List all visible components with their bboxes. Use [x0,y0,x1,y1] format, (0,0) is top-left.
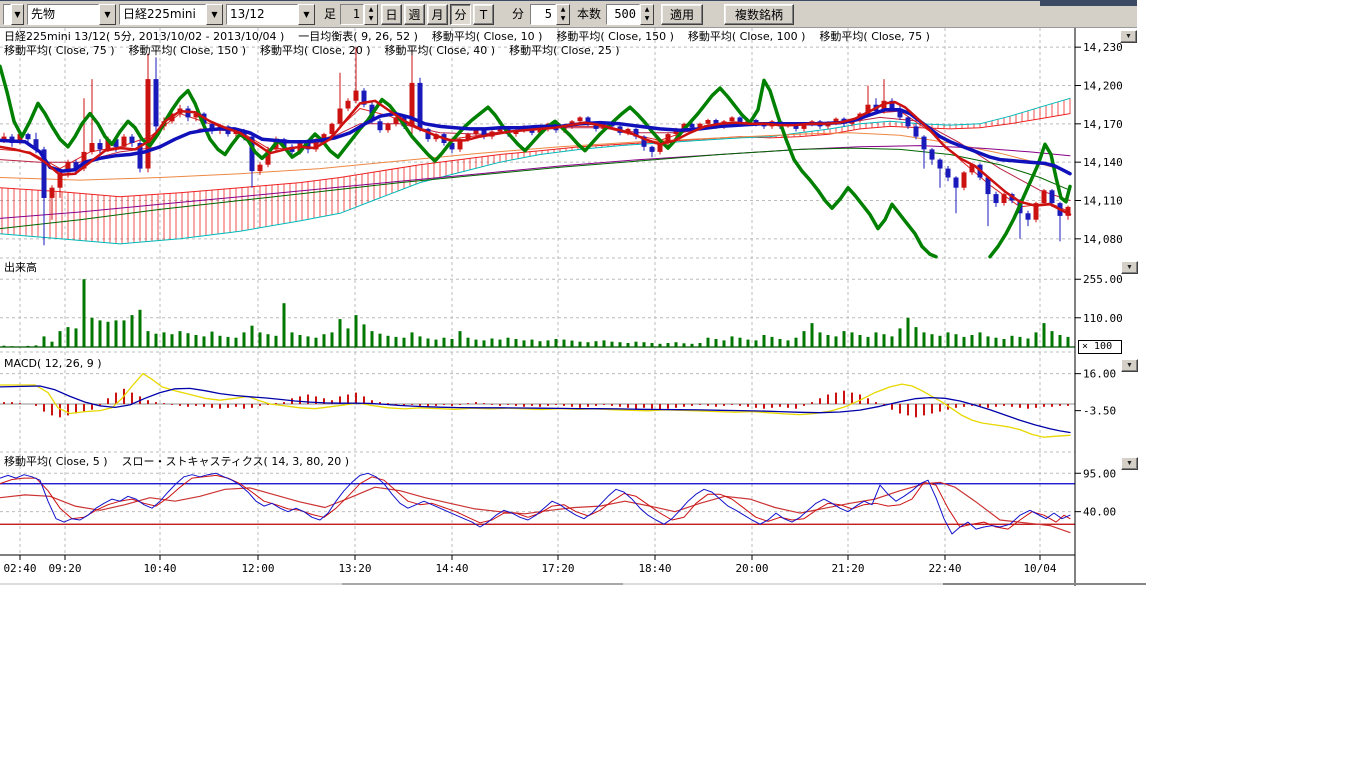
trading-app-window: 14,230 14,200 14,170 14,140 14,110 14,080 255.… [0,0,1366,768]
instrument-value: 日経225mini [119,4,206,25]
bar-count-label: 本数 [577,4,601,25]
multi-symbol-button[interactable]: 複数銘柄 [724,4,794,25]
bar-count-stepper[interactable]: 500 ▲▼ [606,4,654,25]
window-bottom-edge [342,583,623,585]
svg-text:09:20: 09:20 [48,562,81,575]
svg-text:14,200: 14,200 [1083,79,1123,92]
apply-button[interactable]: 適用 [661,4,703,25]
svg-text:14,230: 14,230 [1083,41,1123,54]
minute-label: 分 [512,4,524,25]
svg-text:14:40: 14:40 [435,562,468,575]
svg-text:110.00: 110.00 [1083,312,1123,325]
svg-text:255.00: 255.00 [1083,273,1123,286]
minute-stepper[interactable]: 5 ▲▼ [530,4,570,25]
window-edge [1040,0,1137,6]
macd-scale-dropdown-button[interactable] [1121,359,1138,372]
svg-text:40.00: 40.00 [1083,506,1116,519]
svg-text:17:20: 17:20 [541,562,574,575]
svg-text:14,110: 14,110 [1083,194,1123,207]
instrument-type-value: 先物 [27,4,99,25]
toolbar: ▼ 先物 ▼ 日経225mini ▼ 13/12 ▼ 足 1 ▲▼ 日 週 月 … [0,0,1137,28]
spinner-icon[interactable]: ▲▼ [556,4,570,25]
chevron-down-icon: ▼ [11,4,24,25]
horizontal-scrollbar-thumb[interactable] [943,583,1146,585]
bar-interval-value: 1 [340,4,364,25]
volume-scale-dropdown-button[interactable] [1121,261,1138,274]
mini-dropdown[interactable]: ▼ [3,4,24,25]
contract-month-value: 13/12 [226,4,298,25]
stochastics-panel-label: 移動平均( Close, 5 ) スロー・ストキャスティクス( 14, 3, 8… [4,455,349,468]
period-day-button[interactable]: 日 [381,4,402,25]
minute-value: 5 [530,4,556,25]
stochastics-scale-dropdown-button[interactable] [1121,457,1138,470]
svg-text:22:40: 22:40 [928,562,961,575]
period-minute-button[interactable]: 分 [450,4,471,25]
spinner-icon[interactable]: ▲▼ [364,4,378,25]
period-tick-button[interactable]: T [473,4,494,25]
svg-text:18:40: 18:40 [638,562,671,575]
bar-count-value: 500 [606,4,640,25]
contract-month-select[interactable]: 13/12 ▼ [226,4,315,25]
window-bottom-edge [623,583,943,585]
volume-panel-label: 出来高 [4,261,37,274]
price-panel-legend-row2: 移動平均( Close, 75 ) 移動平均( Close, 150 ) 移動平… [4,44,620,57]
chart-area: 14,230 14,200 14,170 14,140 14,110 14,080 255.… [0,0,1140,592]
svg-text:21:20: 21:20 [831,562,864,575]
price-scale-dropdown-button[interactable] [1120,30,1137,43]
mini-dropdown-field [3,4,11,25]
chevron-down-icon: ▼ [206,4,223,25]
instrument-select[interactable]: 日経225mini ▼ [119,4,223,25]
bar-type-label: 足 [324,4,336,25]
period-week-button[interactable]: 週 [404,4,425,25]
svg-text:10:40: 10:40 [143,562,176,575]
period-month-button[interactable]: 月 [427,4,448,25]
svg-text:14,140: 14,140 [1083,156,1123,169]
instrument-type-select[interactable]: 先物 ▼ [27,4,116,25]
volume-multiplier-badge: × 100 [1078,340,1122,354]
macd-panel-label: MACD( 12, 26, 9 ) [4,357,102,370]
svg-text:14,170: 14,170 [1083,118,1123,131]
svg-text:20:00: 20:00 [735,562,768,575]
spinner-icon[interactable]: ▲▼ [640,4,654,25]
chevron-down-icon: ▼ [99,4,116,25]
bar-interval-stepper[interactable]: 1 ▲▼ [340,4,378,25]
chevron-down-icon: ▼ [298,4,315,25]
svg-text:13:20: 13:20 [338,562,371,575]
svg-text:14,080: 14,080 [1083,233,1123,246]
svg-text:95.00: 95.00 [1083,467,1116,480]
price-panel-legend-row1: 日経225mini 13/12( 5分, 2013/10/02 - 2013/1… [4,30,930,43]
svg-text:10/04: 10/04 [1023,562,1056,575]
window-bottom-edge [0,583,342,585]
svg-text:12:00: 12:00 [241,562,274,575]
svg-text:02:40: 02:40 [3,562,36,575]
svg-text:-3.50: -3.50 [1083,405,1116,418]
svg-text:16.00: 16.00 [1083,368,1116,381]
chart-canvas: 14,230 14,200 14,170 14,140 14,110 14,080 255.… [0,0,1140,592]
